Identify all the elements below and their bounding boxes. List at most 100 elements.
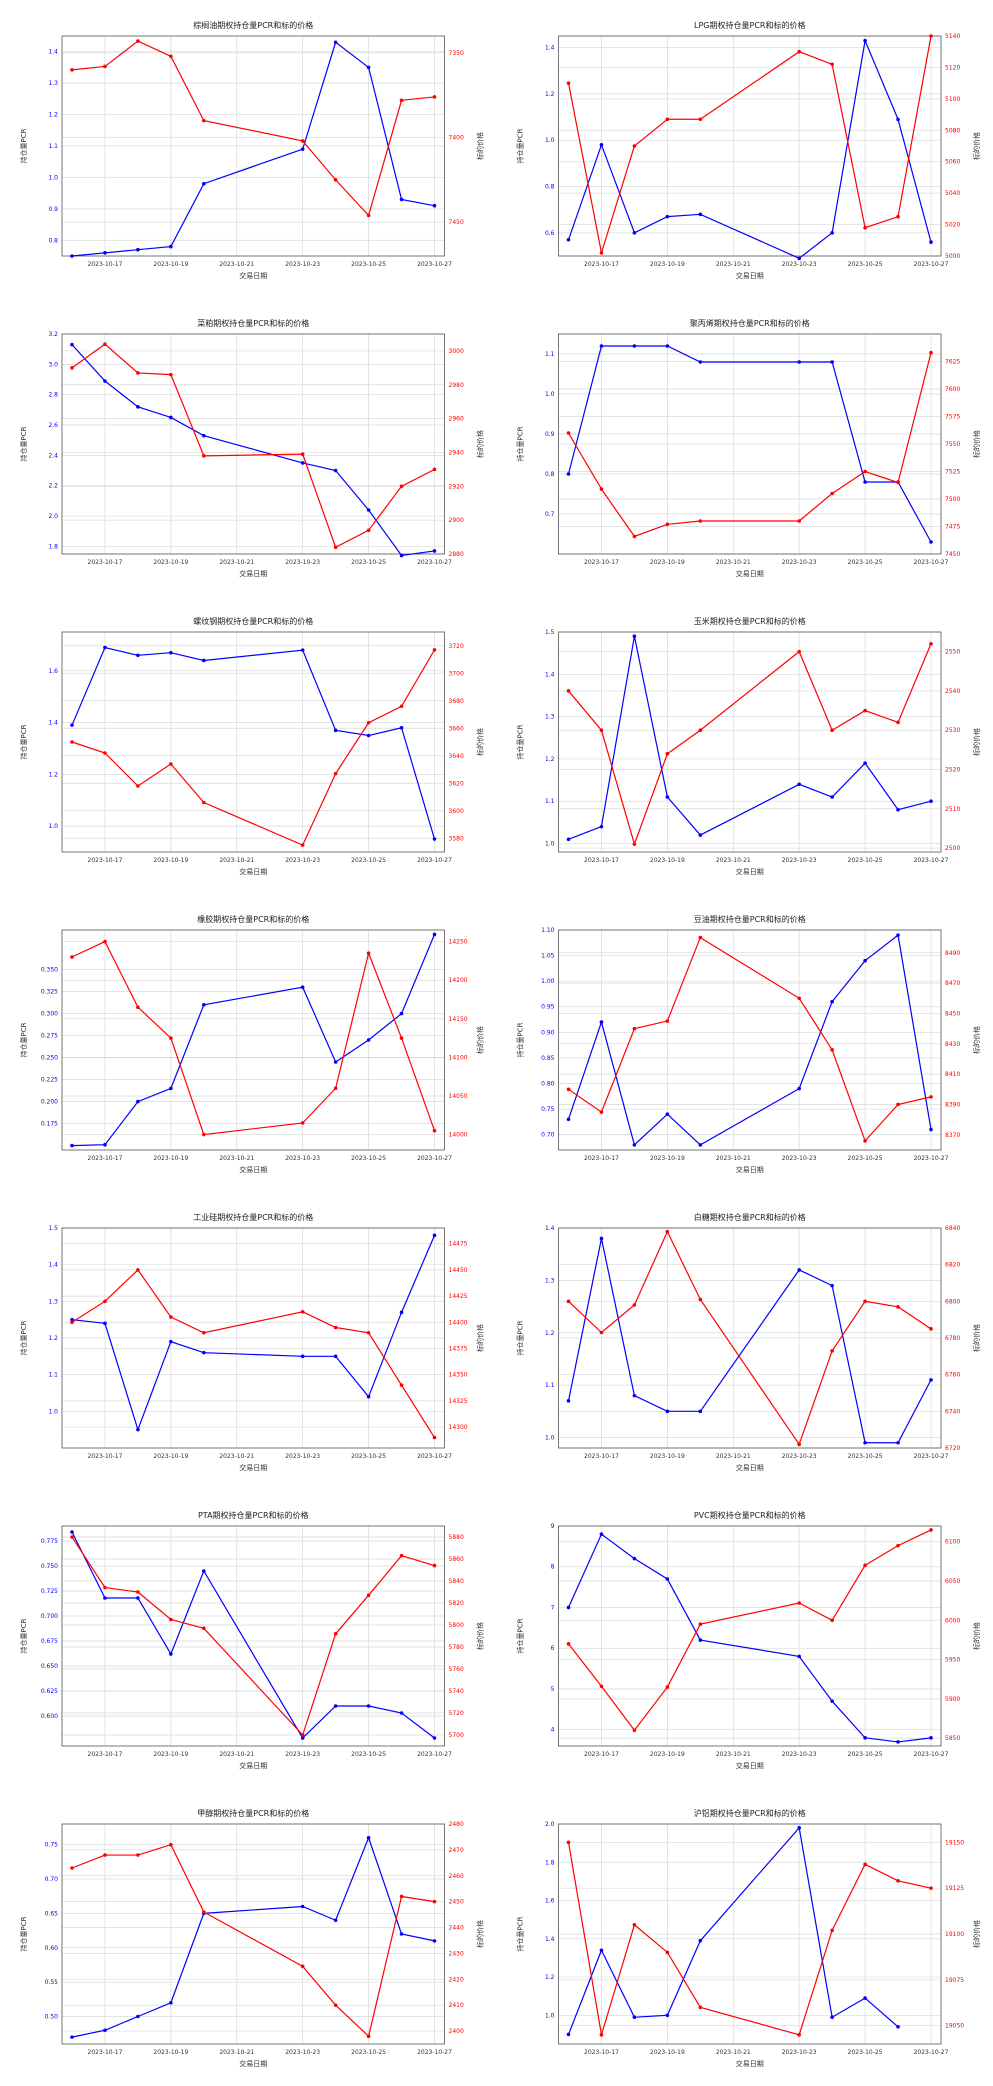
pcr-point — [202, 1569, 206, 1573]
pcr-point — [70, 1143, 74, 1148]
price-point — [399, 1036, 404, 1040]
price-point — [632, 1923, 637, 1927]
y-tick-label: 6 — [551, 1645, 555, 1652]
y-tick-label: 1.5 — [545, 629, 555, 636]
x-tick-label: 2023-10-23 — [285, 1453, 320, 1460]
price-point — [665, 1229, 670, 1234]
y2-tick-label: 14250 — [449, 939, 468, 946]
x-tick-label: 2023-10-17 — [584, 1751, 619, 1758]
price-point — [665, 1950, 670, 1955]
pcr-point — [632, 231, 637, 235]
price-point — [432, 467, 437, 472]
price-point — [599, 728, 604, 733]
price-point — [863, 708, 867, 713]
x-tick-label: 2023-10-27 — [417, 2049, 452, 2056]
price-point — [103, 342, 107, 346]
price-point — [136, 371, 140, 375]
price-series-line — [71, 1843, 435, 2038]
y2-tick-label: 14200 — [449, 977, 468, 984]
y2-tick-label: 3580 — [449, 835, 464, 842]
price-point — [797, 649, 801, 654]
x-tick-label: 2023-10-19 — [650, 857, 685, 864]
pcr-point — [366, 1394, 371, 1399]
y2-tick-label: 8410 — [945, 1071, 960, 1078]
y-tick-label: 1.0 — [48, 823, 58, 830]
price-point — [70, 955, 74, 959]
y2-tick-label: 5850 — [945, 1735, 960, 1742]
pcr-point — [70, 723, 74, 727]
pcr-point — [566, 1399, 571, 1403]
y-tick-label: 1.4 — [48, 720, 58, 727]
pcr-point — [599, 1020, 604, 1024]
plot-frame — [558, 1823, 942, 2045]
pcr-point — [103, 1142, 107, 1147]
x-tick-label: 2023-10-17 — [88, 1155, 123, 1162]
y-tick-label: 0.650 — [41, 1663, 58, 1670]
pcr-point — [399, 1932, 404, 1936]
price-point — [830, 1048, 834, 1052]
x-tick-label: 2023-10-23 — [285, 559, 320, 566]
chart-7: 橡胶期权持仓量PCR和标的价格 2023-10-17 2023-10-19 2023-… — [19, 914, 485, 1174]
pcr-point — [830, 360, 834, 364]
x-tick-label: 2023-10-23 — [782, 1751, 817, 1758]
y2-axis-label: 标的价格 — [972, 1622, 981, 1650]
pcr-series-line — [71, 646, 436, 840]
y-tick-label: 0.6 — [545, 230, 555, 237]
chart-title: PVC期权持仓量PCR和标的价格 — [694, 1510, 806, 1520]
pcr-point — [399, 197, 404, 202]
y2-tick-label: 8430 — [945, 1041, 960, 1048]
price-point — [599, 1330, 604, 1335]
y2-tick-label: 14150 — [449, 1016, 468, 1023]
chart-title: 橡胶期权持仓量PCR和标的价格 — [197, 914, 309, 924]
pcr-point — [169, 1086, 173, 1091]
y2-tick-label: 2410 — [449, 2002, 464, 2009]
price-point — [797, 1442, 801, 1447]
x-tick-label: 2023-10-21 — [716, 1155, 751, 1162]
x-axis-label: 交易日期 — [736, 867, 764, 876]
y-tick-label: 0.175 — [41, 1121, 58, 1128]
price-point — [366, 720, 371, 725]
y-axis-label: 持仓量PCR — [516, 1022, 525, 1057]
pcr-point — [366, 508, 371, 512]
x-tick-label: 2023-10-17 — [584, 2049, 619, 2056]
price-point — [863, 1563, 867, 1568]
y-tick-label: 1.5 — [48, 1225, 58, 1232]
price-point — [432, 95, 437, 99]
price-point — [566, 1642, 571, 1646]
x-tick-label: 2023-10-19 — [650, 261, 685, 268]
price-series-line — [568, 1529, 932, 1732]
y-tick-label: 0.700 — [41, 1613, 58, 1620]
pcr-series-line — [567, 1238, 932, 1444]
price-point — [599, 251, 604, 255]
y2-tick-label: 3720 — [449, 643, 464, 650]
y-tick-label: 1.0 — [545, 391, 555, 398]
y2-tick-label: 7525 — [945, 469, 960, 476]
chart-title: 棕榈油期权持仓量PCR和标的价格 — [193, 20, 313, 30]
pcr-point — [202, 181, 206, 186]
price-point — [333, 2003, 338, 2007]
y2-tick-label: 2440 — [449, 1925, 464, 1932]
x-axis-label: 交易日期 — [736, 1165, 764, 1174]
y2-tick-label: 7350 — [449, 50, 464, 57]
chart-title: 螺纹钢期权持仓量PCR和标的价格 — [193, 616, 313, 626]
pcr-point — [566, 1605, 571, 1610]
x-tick-label: 2023-10-23 — [782, 1155, 817, 1162]
x-tick-label: 2023-10-25 — [848, 261, 883, 268]
pcr-series-line — [71, 344, 435, 557]
pcr-point — [366, 1038, 371, 1042]
price-point — [202, 1626, 206, 1631]
y2-tick-label: 5100 — [945, 96, 960, 103]
pcr-point — [896, 1440, 900, 1445]
y2-tick-label: 2550 — [945, 649, 960, 656]
y-tick-label: 0.65 — [45, 1910, 59, 1917]
pcr-point — [929, 1127, 933, 1132]
x-tick-label: 2023-10-17 — [88, 261, 123, 268]
price-point — [333, 1086, 338, 1091]
price-point — [333, 1632, 338, 1636]
chart-10: 白糖期权持仓量PCR和标的价格 2023-10-17 2023-10-19 2023-… — [516, 1212, 982, 1472]
price-point — [566, 1087, 571, 1092]
x-tick-label: 2023-10-23 — [782, 2049, 817, 2056]
x-tick-label: 2023-10-19 — [153, 857, 188, 864]
chart-6: 玉米期权持仓量PCR和标的价格 2023-10-17 2023-10-19 2023-… — [516, 616, 982, 876]
y-tick-label: 2.8 — [48, 392, 58, 399]
